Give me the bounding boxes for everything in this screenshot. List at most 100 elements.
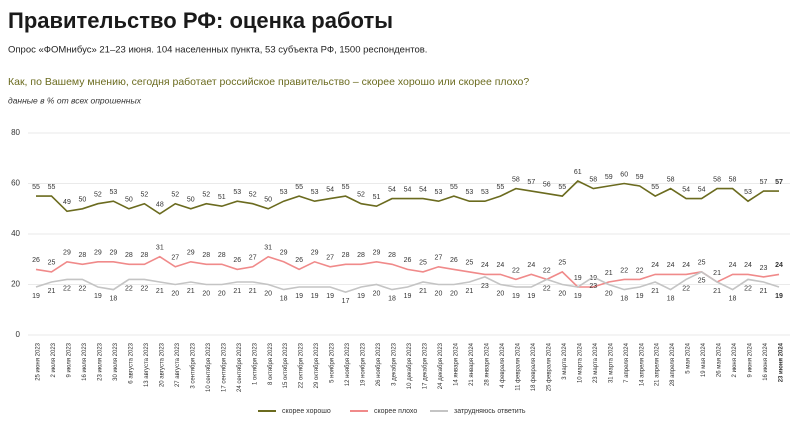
data-label: 18 (729, 295, 737, 302)
data-label: 53 (435, 189, 443, 196)
x-tick-label: 28 апреля 2024 (670, 342, 676, 386)
x-tick-label: 24 сентября 2023 (237, 342, 243, 392)
data-label: 18 (388, 295, 396, 302)
data-label: 22 (636, 267, 644, 274)
data-label: 55 (295, 184, 303, 191)
data-label: 55 (558, 184, 566, 191)
data-label: 21 (605, 270, 613, 277)
data-label: 58 (729, 176, 737, 183)
data-label: 17 (342, 298, 350, 305)
data-label: 59 (636, 174, 644, 181)
x-tick-label: 14 января 2024 (454, 342, 460, 386)
data-label: 59 (605, 174, 613, 181)
y-tick-label: 60 (11, 179, 20, 188)
data-label: 55 (48, 184, 56, 191)
x-tick-label: 16 июля 2023 (82, 342, 88, 380)
data-label: 24 (682, 262, 690, 269)
data-label: 20 (496, 290, 504, 297)
x-tick-label: 31 марта 2024 (608, 342, 614, 383)
x-tick-label: 23 июня 2024 (779, 342, 785, 382)
y-tick-label: 80 (11, 128, 20, 137)
data-label: 22 (512, 267, 520, 274)
data-label: 54 (698, 186, 706, 193)
x-tick-label: 3 марта 2024 (562, 342, 568, 379)
x-tick-label: 3 декабря 2023 (392, 342, 398, 386)
data-label: 52 (357, 192, 365, 199)
data-label: 26 (450, 257, 458, 264)
x-tick-label: 23 июля 2023 (97, 342, 103, 380)
data-label: 20 (558, 290, 566, 297)
data-label: 19 (775, 293, 783, 300)
x-tick-label: 22 октября 2023 (299, 342, 305, 388)
data-label: 52 (249, 192, 257, 199)
data-label: 18 (280, 295, 288, 302)
data-label: 29 (187, 250, 195, 257)
y-tick-label: 20 (11, 280, 20, 289)
x-tick-label: 4 февраля 2024 (500, 342, 506, 388)
data-label: 18 (620, 295, 628, 302)
x-tick-label: 21 апреля 2024 (655, 342, 661, 386)
data-label: 21 (651, 288, 659, 295)
x-tick-label: 26 мая 2024 (717, 342, 723, 377)
data-label: 57 (527, 179, 535, 186)
x-tick-label: 19 ноября 2023 (361, 342, 367, 386)
x-tick-label: 29 октября 2023 (314, 342, 320, 388)
data-label: 19 (326, 293, 334, 300)
data-label: 28 (202, 252, 210, 259)
x-tick-label: 8 октября 2023 (268, 342, 274, 385)
data-label: 53 (233, 189, 241, 196)
data-label: 58 (512, 176, 520, 183)
legend-label: скорее хорошо (282, 408, 331, 415)
data-label: 19 (404, 293, 412, 300)
data-label: 51 (373, 194, 381, 201)
x-tick-label: 23 марта 2024 (593, 342, 599, 383)
data-label: 18 (667, 295, 675, 302)
data-label: 25 (698, 260, 706, 267)
data-label: 28 (125, 252, 133, 259)
x-tick-label: 10 марта 2024 (577, 342, 583, 383)
data-label: 19 (357, 293, 365, 300)
x-tick-label: 24 декабря 2023 (438, 342, 444, 389)
x-tick-label: 10 декабря 2023 (407, 342, 413, 389)
data-label: 23 (760, 265, 768, 272)
data-label: 21 (249, 288, 257, 295)
x-tick-label: 28 января 2024 (484, 342, 490, 386)
data-label: 20 (218, 290, 226, 297)
data-label: 24 (667, 262, 675, 269)
data-label: 50 (79, 197, 87, 204)
data-label: 50 (264, 197, 272, 204)
data-label: 22 (543, 267, 551, 274)
data-label: 26 (233, 257, 241, 264)
x-tick-label: 14 апреля 2024 (639, 342, 645, 386)
data-label: 24 (496, 262, 504, 269)
data-label: 27 (326, 255, 334, 262)
data-label: 27 (435, 255, 443, 262)
legend-label: затрудняюсь ответить (454, 408, 526, 415)
data-label: 51 (218, 194, 226, 201)
data-label: 26 (295, 257, 303, 264)
data-label: 26 (32, 257, 40, 264)
data-label: 21 (466, 288, 474, 295)
data-label: 54 (419, 186, 427, 193)
data-label: 61 (574, 169, 582, 176)
x-tick-label: 18 февраля 2024 (531, 342, 537, 391)
data-label: 55 (450, 184, 458, 191)
data-label: 24 (481, 262, 489, 269)
data-label: 54 (404, 186, 412, 193)
data-label: 21 (760, 288, 768, 295)
data-label: 54 (388, 186, 396, 193)
data-label: 20 (202, 290, 210, 297)
x-tick-label: 9 июня 2024 (748, 342, 754, 377)
data-label: 24 (527, 262, 535, 269)
data-label: 22 (140, 285, 148, 292)
data-label: 58 (589, 176, 597, 183)
x-tick-label: 30 июля 2023 (113, 342, 119, 380)
line (36, 180, 779, 215)
x-tick-label: 3 сентября 2023 (190, 342, 196, 388)
data-label: 57 (760, 179, 768, 186)
data-label: 28 (79, 252, 87, 259)
x-tick-label: 16 июня 2024 (763, 342, 769, 380)
data-label: 53 (280, 189, 288, 196)
y-tick-label: 40 (11, 229, 20, 238)
data-label: 21 (419, 288, 427, 295)
